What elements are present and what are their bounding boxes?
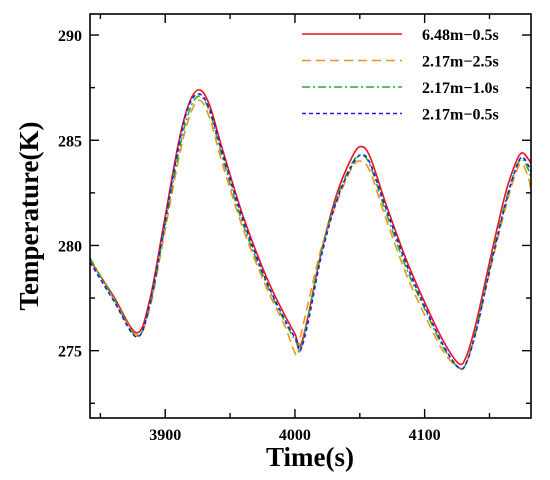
y-tick-label: 275 [58,344,82,361]
legend-label-1: 6.48m−0.5s [422,27,499,44]
y-tick-label: 285 [58,133,82,150]
y-tick-label: 280 [58,238,82,255]
series-line-3 [90,95,531,370]
axis-ticks [90,14,531,418]
x-tick-label: 4000 [279,427,311,444]
plot-lines [90,88,531,371]
legend-label-2: 2.17m−2.5s [422,54,499,71]
legend-label-3: 2.17m−1.0s [422,80,499,97]
x-axis-title: Time(s) [266,442,354,472]
plot-frame [89,13,532,419]
series-line-2 [90,99,531,370]
x-tick-label: 4100 [409,427,441,444]
y-tick-label: 290 [58,28,82,45]
legend: 6.48m−0.5s 2.17m−2.5s 2.17m−1.0s 2.17m−0.5s [302,27,499,124]
series-line-4 [90,93,531,371]
x-tick-label: 3900 [149,427,181,444]
series-line-1 [90,88,531,366]
y-axis-title: Temperature(K) [14,122,44,311]
legend-label-4: 2.17m−0.5s [422,107,499,124]
tick-labels: 3900 4000 4100 275 280 285 290 [58,28,441,444]
